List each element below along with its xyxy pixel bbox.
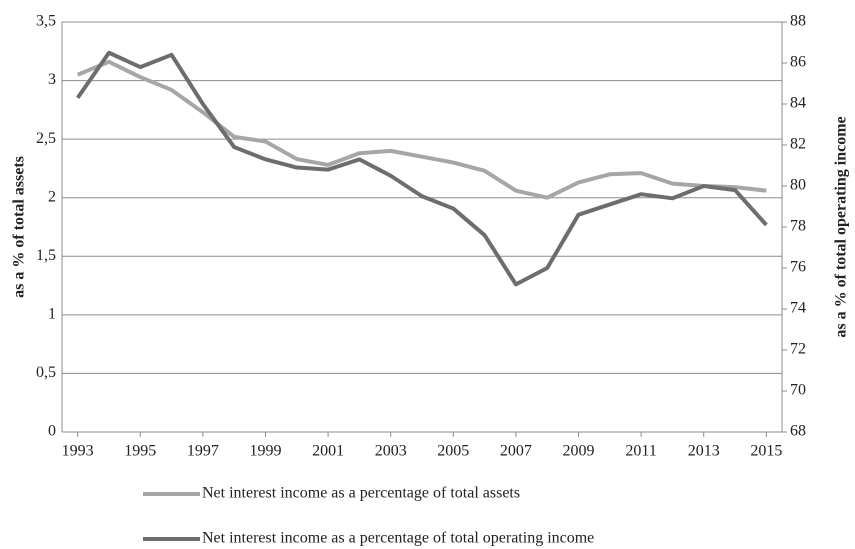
y2-tick-label: 80 <box>790 177 806 194</box>
x-tick-label: 2001 <box>312 443 344 460</box>
y2-axis-title: as a % of total operating income <box>833 116 850 337</box>
y2-tick-label: 74 <box>790 300 806 317</box>
y2-tick-label: 70 <box>790 382 806 399</box>
y-axis-title: as a % of total assets <box>11 156 28 298</box>
y2-tick-label: 76 <box>790 259 806 276</box>
x-tick-label: 1993 <box>62 443 94 460</box>
y-tick-label: 2,5 <box>36 130 56 147</box>
series-line <box>76 59 767 200</box>
x-tick-label: 1997 <box>187 443 219 460</box>
x-tick-label: 2007 <box>500 443 532 460</box>
y2-tick-label: 82 <box>790 136 806 153</box>
y2-tick-label: 68 <box>790 423 806 440</box>
x-tick-label: 2005 <box>437 443 469 460</box>
y-tick-label: 1,5 <box>36 247 56 264</box>
x-tick-label: 2009 <box>563 443 595 460</box>
legend-label: Net interest income as a percentage of t… <box>202 530 594 547</box>
y2-tick-label: 88 <box>790 13 806 30</box>
y-tick-label: 1 <box>48 306 56 323</box>
x-tick-label: 2003 <box>375 443 407 460</box>
y2-tick-label: 84 <box>790 95 806 112</box>
y2-tick-label: 72 <box>790 341 806 358</box>
y2-tick-label: 78 <box>790 218 806 235</box>
x-tick-label: 2011 <box>625 443 656 460</box>
x-tick-label: 1995 <box>124 443 156 460</box>
series-line <box>76 50 768 287</box>
y-tick-label: 3,5 <box>36 13 56 30</box>
y-tick-label: 0,5 <box>36 364 56 381</box>
x-tick-label: 2015 <box>750 443 782 460</box>
y-tick-label: 2 <box>48 188 56 205</box>
y-tick-label: 0 <box>48 423 56 440</box>
x-tick-label: 2013 <box>688 443 720 460</box>
y2-tick-label: 86 <box>790 54 806 71</box>
y-tick-label: 3 <box>48 71 56 88</box>
legend-label: Net interest income as a percentage of t… <box>202 485 520 502</box>
x-tick-label: 1999 <box>249 443 281 460</box>
